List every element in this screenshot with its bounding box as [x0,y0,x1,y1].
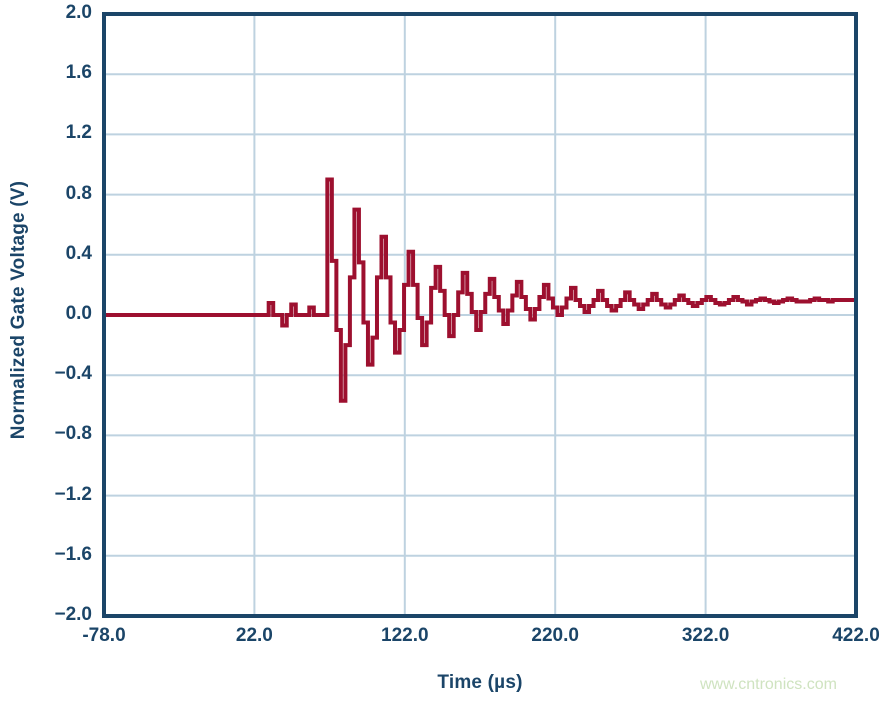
y-tick-label: 1.2 [65,122,92,144]
data-trace-group [104,177,856,403]
y-tick-label: 0.0 [65,303,92,324]
x-tick-label: 322.0 [681,625,730,646]
y-tick-label: −2.0 [54,604,92,625]
watermark-text: www.cntronics.com [700,676,837,693]
plot-frame [102,12,858,618]
x-tick-label: 220.0 [531,625,579,646]
data-line-normalized-gate-voltage [104,177,856,403]
x-axis-title-text: Time (µs) [437,672,523,693]
x-axis-title: Time (µs) [104,672,856,694]
y-tick-label: −1.6 [54,543,92,565]
axes-frame [102,12,858,618]
y-axis-title: Normalized Gate Voltage (V) [6,140,32,480]
y-tick-label: 0.4 [65,242,92,264]
y-tick-label: −0.8 [54,423,92,445]
y-axis-title-text: Normalized Gate Voltage (V) [8,180,29,440]
y-tick-label: −0.4 [54,363,92,385]
x-tick-label: -78.0 [82,625,126,646]
y-tick-label: 0.8 [65,182,92,204]
x-tick-label: 22.0 [235,625,273,646]
y-tick-label: −1.2 [54,483,92,505]
y-tick-label: 1.6 [65,62,92,84]
x-tick-label: 122.0 [381,625,429,646]
x-tick-label: 422.0 [832,625,880,646]
y-tick-label: 2.0 [65,2,92,23]
